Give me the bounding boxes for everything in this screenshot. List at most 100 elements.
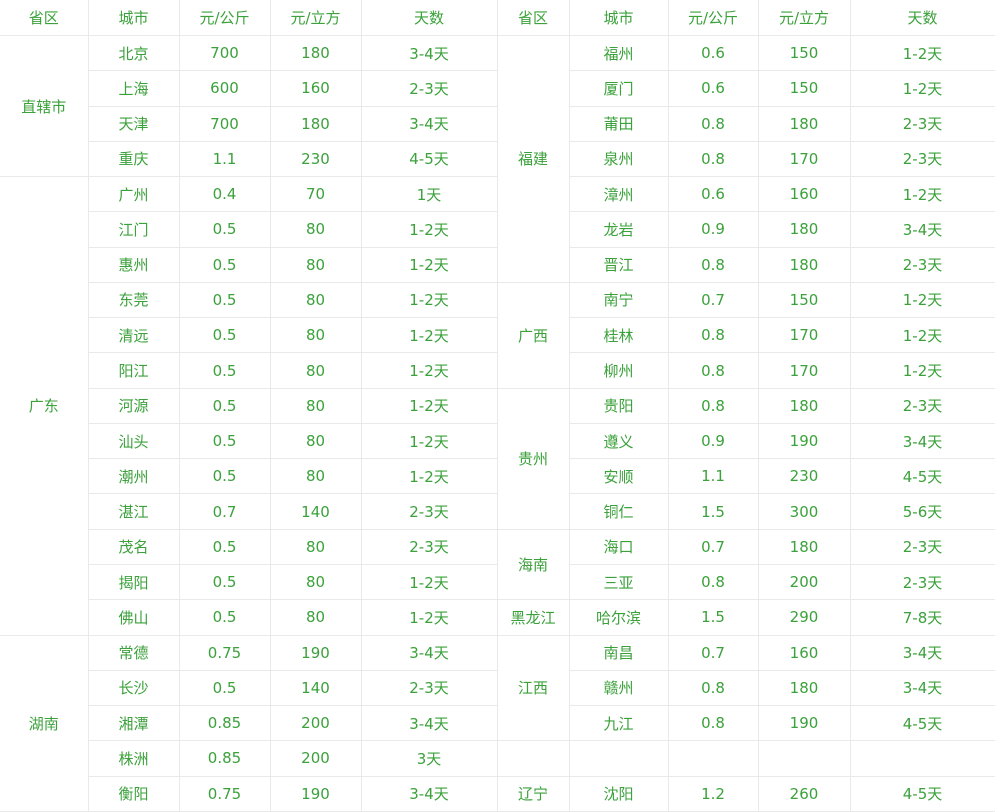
price-per-cbm-cell: 160 xyxy=(270,70,362,107)
price-per-kg-cell: 0.5 xyxy=(179,388,271,424)
price-per-cbm-cell: 260 xyxy=(758,776,851,812)
days-cell: 1-2天 xyxy=(361,388,498,424)
city-cell: 佛山 xyxy=(88,599,180,636)
price-per-cbm-cell: 230 xyxy=(270,141,362,178)
province-cell: 广东 xyxy=(0,176,89,636)
city-cell: 哈尔滨 xyxy=(569,599,669,636)
city-cell: 南昌 xyxy=(569,635,669,671)
price-per-kg-cell: 0.8 xyxy=(668,106,759,142)
days-cell: 1-2天 xyxy=(361,282,498,319)
province-cell: 广西 xyxy=(497,282,570,389)
price-per-cbm-cell: 170 xyxy=(758,141,851,178)
price-per-kg-cell: 0.85 xyxy=(179,740,271,777)
province-cell: 黑龙江 xyxy=(497,599,570,636)
price-per-kg-cell: 1.1 xyxy=(668,458,759,495)
days-cell: 1-2天 xyxy=(850,35,995,72)
table-row: 衡阳 0.75 190 3-4天 辽宁 沈阳 1.2 260 4-5天 xyxy=(0,776,995,812)
header-city-left: 城市 xyxy=(88,0,180,36)
price-per-cbm-cell: 290 xyxy=(758,599,851,636)
price-per-kg-cell: 0.8 xyxy=(668,352,759,389)
price-per-cbm-cell: 80 xyxy=(270,211,362,248)
city-cell: 遵义 xyxy=(569,423,669,460)
price-per-cbm-cell: 140 xyxy=(270,493,362,530)
table-row: 广东 广州 0.4 70 1天 漳州 0.6 160 1-2天 xyxy=(0,176,995,636)
table-row: 河源 0.5 80 1-2天 贵州 贵阳 0.8 180 2-3天 xyxy=(0,388,995,530)
price-per-kg-cell: 0.5 xyxy=(179,352,271,389)
price-per-cbm-cell: 140 xyxy=(270,670,362,707)
days-cell: 5-6天 xyxy=(850,493,995,530)
price-per-cbm-cell: 70 xyxy=(270,176,362,213)
days-cell: 1-2天 xyxy=(361,458,498,495)
price-per-cbm-cell: 150 xyxy=(758,35,851,72)
city-cell: 厦门 xyxy=(569,70,669,107)
days-cell xyxy=(850,740,995,777)
price-per-cbm-cell: 180 xyxy=(270,35,362,72)
table-row: 清远 0.5 80 1-2天 桂林 0.8 170 1-2天 xyxy=(0,317,995,354)
city-cell: 河源 xyxy=(88,388,180,424)
city-cell: 柳州 xyxy=(569,352,669,389)
header-price-per-cbm-left: 元/立方 xyxy=(270,0,362,36)
city-cell: 上海 xyxy=(88,70,180,107)
days-cell: 1-2天 xyxy=(361,599,498,636)
city-cell: 三亚 xyxy=(569,564,669,601)
days-cell: 2-3天 xyxy=(850,141,995,178)
price-per-cbm-cell: 230 xyxy=(758,458,851,495)
price-per-kg-cell: 0.9 xyxy=(668,211,759,248)
price-per-cbm-cell: 80 xyxy=(270,599,362,636)
table-row: 汕头 0.5 80 1-2天 遵义 0.9 190 3-4天 xyxy=(0,423,995,460)
price-per-kg-cell: 0.7 xyxy=(668,282,759,319)
days-cell: 3-4天 xyxy=(850,211,995,248)
days-cell: 1-2天 xyxy=(850,282,995,319)
price-per-cbm-cell: 190 xyxy=(270,776,362,812)
table-row: 上海 600 160 2-3天 厦门 0.6 150 1-2天 xyxy=(0,70,995,107)
days-cell: 4-5天 xyxy=(850,458,995,495)
province-cell: 福建 xyxy=(497,35,570,283)
table-row: 湛江 0.7 140 2-3天 铜仁 1.5 300 5-6天 xyxy=(0,493,995,530)
price-per-cbm-cell: 80 xyxy=(270,388,362,424)
days-cell: 2-3天 xyxy=(850,529,995,565)
table-row: 湘潭 0.85 200 3-4天 九江 0.8 190 4-5天 xyxy=(0,705,995,742)
price-per-kg-cell: 700 xyxy=(179,106,271,142)
city-cell: 衡阳 xyxy=(88,776,180,812)
city-cell: 漳州 xyxy=(569,176,669,213)
days-cell: 1-2天 xyxy=(361,423,498,460)
city-cell: 惠州 xyxy=(88,247,180,283)
table-row: 重庆 1.1 230 4-5天 泉州 0.8 170 2-3天 xyxy=(0,141,995,178)
header-row: 省区 城市 元/公斤 元/立方 天数 省区 城市 元/公斤 元/立方 天数 xyxy=(0,0,995,36)
price-per-kg-cell: 1.5 xyxy=(668,493,759,530)
price-per-kg-cell: 0.5 xyxy=(179,529,271,565)
header-price-per-cbm-right: 元/立方 xyxy=(758,0,851,36)
days-cell: 3-4天 xyxy=(361,705,498,742)
price-per-kg-cell: 0.5 xyxy=(179,247,271,283)
price-per-cbm-cell: 80 xyxy=(270,529,362,565)
days-cell: 1天 xyxy=(361,176,498,213)
days-cell: 3-4天 xyxy=(850,670,995,707)
header-price-per-kg-left: 元/公斤 xyxy=(179,0,271,36)
city-cell: 桂林 xyxy=(569,317,669,354)
price-per-cbm-cell: 80 xyxy=(270,423,362,460)
header-price-per-kg-right: 元/公斤 xyxy=(668,0,759,36)
city-cell: 福州 xyxy=(569,35,669,72)
province-cell: 海南 xyxy=(497,529,570,601)
table-row: 株洲 0.85 200 3天 xyxy=(0,740,995,777)
days-cell: 3-4天 xyxy=(850,423,995,460)
header-province-left: 省区 xyxy=(0,0,89,36)
city-cell xyxy=(569,740,669,777)
days-cell: 4-5天 xyxy=(850,705,995,742)
price-per-kg-cell: 0.85 xyxy=(179,705,271,742)
price-per-kg-cell: 600 xyxy=(179,70,271,107)
city-cell: 清远 xyxy=(88,317,180,354)
price-per-kg-cell: 0.8 xyxy=(668,317,759,354)
province-cell: 江西 xyxy=(497,635,570,742)
price-per-cbm-cell: 180 xyxy=(758,106,851,142)
province-cell xyxy=(497,740,570,777)
days-cell: 2-3天 xyxy=(361,493,498,530)
price-per-cbm-cell xyxy=(758,740,851,777)
city-cell: 湛江 xyxy=(88,493,180,530)
table-row: 江门 0.5 80 1-2天 龙岩 0.9 180 3-4天 xyxy=(0,211,995,248)
price-per-cbm-cell: 160 xyxy=(758,635,851,671)
city-cell: 泉州 xyxy=(569,141,669,178)
days-cell: 1-2天 xyxy=(361,352,498,389)
price-per-cbm-cell: 160 xyxy=(758,176,851,213)
price-per-kg-cell: 1.5 xyxy=(668,599,759,636)
